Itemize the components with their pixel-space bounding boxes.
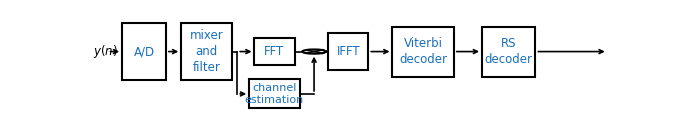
Text: Viterbi
decoder: Viterbi decoder	[399, 37, 447, 66]
Bar	[393, 26, 454, 77]
Text: FFT: FFT	[264, 45, 284, 58]
Text: IFFT: IFFT	[337, 45, 360, 58]
Bar	[328, 33, 368, 70]
Text: $y(n)$: $y(n)$	[92, 43, 117, 60]
Text: A/D: A/D	[133, 45, 155, 58]
Bar	[122, 23, 166, 80]
Text: RS
decoder: RS decoder	[484, 37, 533, 66]
Bar	[482, 26, 535, 77]
Bar	[255, 38, 295, 65]
Text: channel
estimation: channel estimation	[245, 83, 304, 105]
Text: mixer
and
filter: mixer and filter	[190, 29, 224, 74]
Circle shape	[302, 50, 326, 54]
Bar	[249, 80, 300, 108]
Bar	[181, 23, 232, 80]
